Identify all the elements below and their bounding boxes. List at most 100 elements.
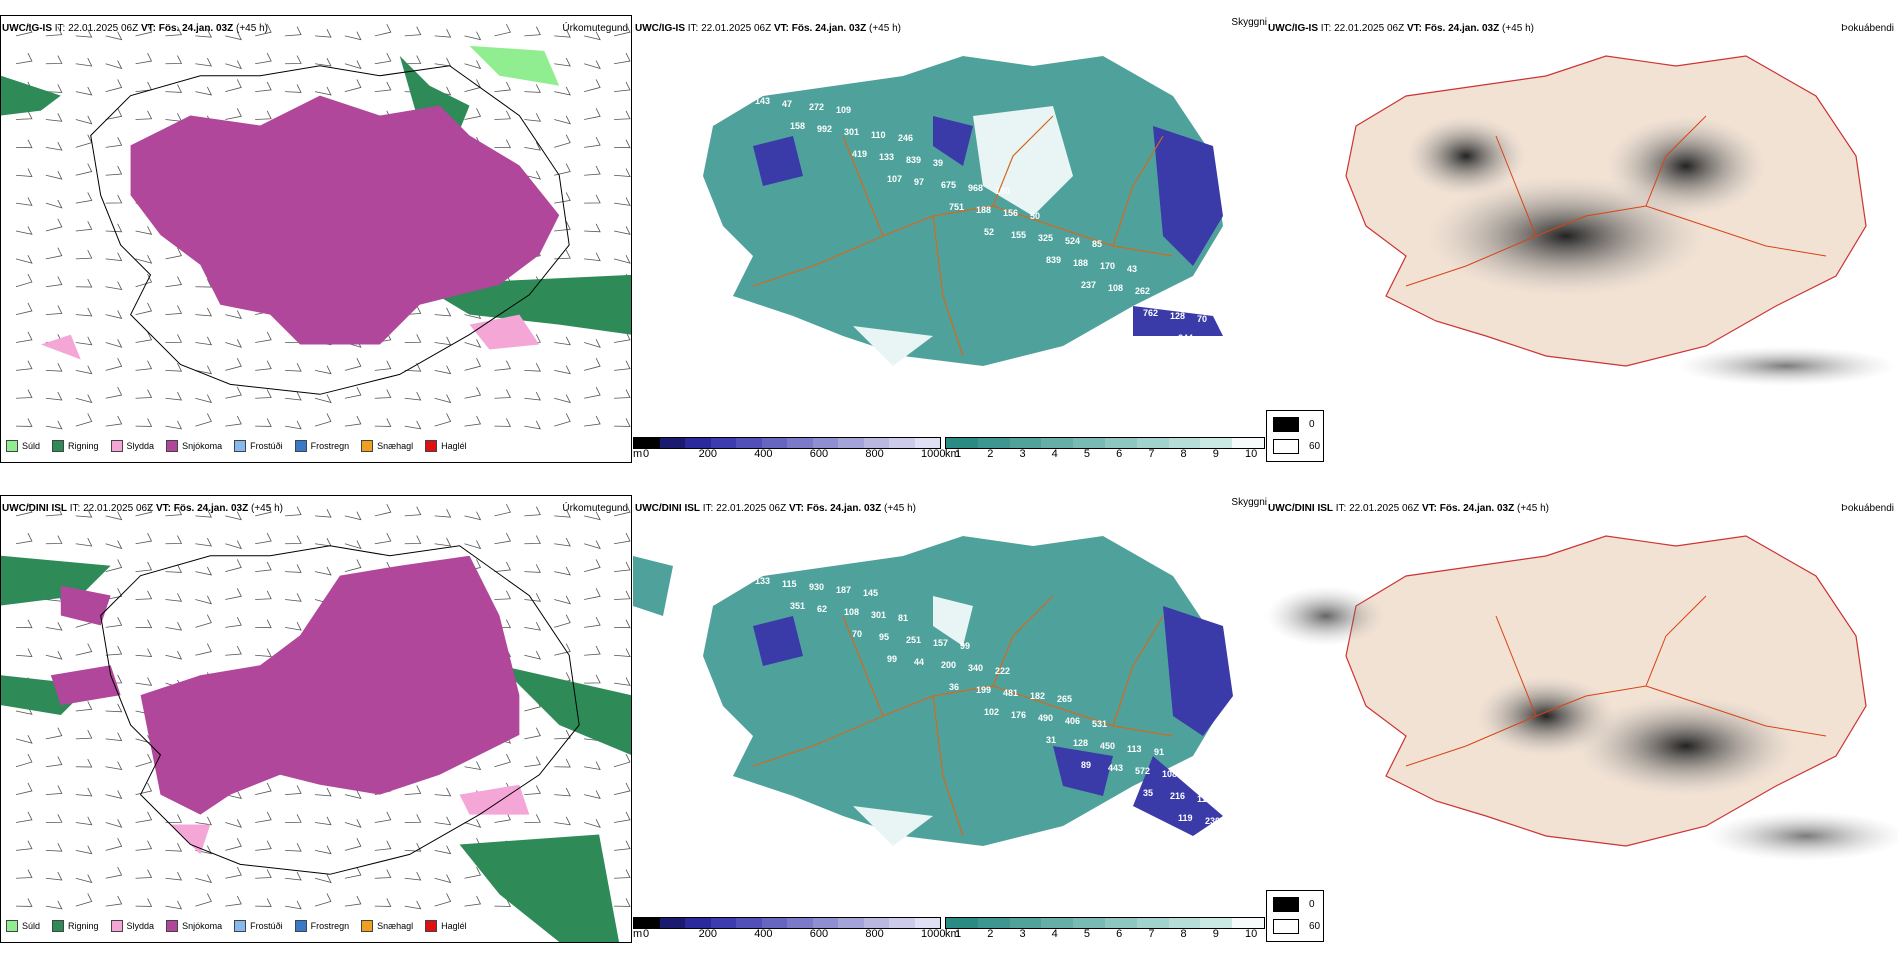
visibility-value-label: 246 <box>898 133 913 143</box>
wind-barb <box>344 358 362 371</box>
colorbar-tick: 9 <box>1212 448 1219 460</box>
wind-barb <box>75 893 93 907</box>
wind-barb <box>105 645 123 656</box>
panel-title: Þokuábendi <box>1841 23 1894 34</box>
wind-barb <box>135 273 153 288</box>
wind-barb <box>195 816 213 826</box>
wind-barb <box>45 276 63 288</box>
wind-barb <box>15 360 33 371</box>
wind-barb <box>165 391 183 401</box>
visibility-value-label: 992 <box>817 124 832 134</box>
wind-barb <box>75 250 93 260</box>
colorbar-segment <box>1041 438 1074 448</box>
wind-barb <box>344 511 362 521</box>
wind-barb <box>195 278 212 288</box>
visibility-value-label: 481 <box>1003 688 1018 698</box>
wind-barb <box>285 814 302 823</box>
colorbar-tick: 800 <box>865 928 884 940</box>
fog-legend-swatch-0 <box>1273 417 1299 432</box>
colorbar-unit: km <box>945 448 960 460</box>
wind-barb <box>314 566 332 576</box>
legend-label: Frostregn <box>310 921 350 931</box>
wind-barb <box>255 811 272 823</box>
fog-legend: 0 60 <box>1266 410 1324 462</box>
wind-barb <box>105 732 123 742</box>
colorbar-tick: 3 <box>1019 448 1026 460</box>
colorbar-segment <box>634 438 660 448</box>
wind-barb <box>15 753 33 768</box>
colorbar-tick: 3 <box>1019 928 1026 940</box>
colorbar-segment <box>1104 438 1137 448</box>
wind-barb <box>195 29 213 38</box>
wind-barb <box>135 840 153 851</box>
visibility-value-label: 839 <box>906 155 921 165</box>
wind-barb <box>15 734 33 744</box>
visibility-value-label: 92 <box>1189 772 1199 782</box>
wind-barb <box>15 418 33 427</box>
wind-barb <box>165 276 183 288</box>
colorbar-segment <box>977 918 1010 928</box>
wind-barb <box>105 281 123 291</box>
wind-barb <box>75 643 93 656</box>
wind-barb <box>614 869 631 879</box>
wind-barb <box>584 358 601 371</box>
wind-barb <box>464 339 482 348</box>
legend-label: Súld <box>22 441 41 451</box>
wind-barb <box>285 26 302 37</box>
wind-barb <box>135 389 153 399</box>
wind-barb <box>75 701 93 712</box>
visibility-value-label: 71 <box>774 77 784 87</box>
wind-barb <box>614 619 631 629</box>
wind-barb <box>75 509 93 518</box>
visibility-value-label: 397 <box>712 339 727 349</box>
fog-patch <box>1266 586 1386 646</box>
visibility-value-label: 52 <box>984 227 994 237</box>
wind-barb <box>105 60 123 70</box>
wind-barb <box>45 535 63 545</box>
wind-barb <box>75 336 93 346</box>
wind-barb <box>404 814 422 823</box>
wind-barb <box>255 331 272 343</box>
visibility-value-label: 156 <box>1003 208 1018 218</box>
coastline <box>90 65 570 395</box>
wind-barb <box>45 900 63 910</box>
wind-barb <box>225 645 242 656</box>
wind-barb <box>15 619 33 629</box>
wind-barb <box>195 336 213 346</box>
wind-barb <box>135 898 153 907</box>
wind-barb <box>344 31 362 41</box>
wind-barb <box>285 871 302 881</box>
legend-swatch <box>234 440 247 452</box>
colorbar-segment <box>787 438 813 448</box>
fog-panel-igis: UWC/IG-IS IT: 22.01.2025 06Z VT: Fös. 24… <box>1266 0 1898 480</box>
wind-barb <box>45 727 63 740</box>
legend-label: Haglél <box>441 921 467 931</box>
visibility-value-label: 110 <box>871 130 886 140</box>
colorbar-segment <box>1200 918 1233 928</box>
wind-barb <box>524 363 541 372</box>
wind-barb <box>285 564 302 573</box>
wind-barb <box>105 137 123 148</box>
colorbar-segment <box>889 438 915 448</box>
legend-label: Snæhagl <box>377 441 414 451</box>
visibility-value-label: 751 <box>949 202 964 212</box>
precip-legend: Súld Rigning Slydda Snjókoma Frostúði Frostre… <box>6 440 467 452</box>
colorbar-segment <box>685 918 711 928</box>
colorbar-tick: 9 <box>1212 928 1219 940</box>
precip-map <box>0 15 632 463</box>
colorbar-tick: 7 <box>1148 928 1155 940</box>
wind-barb <box>45 363 63 372</box>
visibility-value-label: 188 <box>766 825 781 835</box>
visibility-value-label: 91 <box>1154 747 1164 757</box>
fog-patch <box>1406 116 1526 196</box>
wind-barb <box>434 394 452 404</box>
wind-barb <box>374 869 392 879</box>
wind-barb <box>344 790 362 799</box>
wind-barb <box>285 84 302 93</box>
wind-barb <box>15 197 33 206</box>
wind-barb <box>75 163 93 176</box>
visibility-value-label: 239 <box>801 560 816 570</box>
wind-barb <box>135 302 153 316</box>
wind-barb <box>285 55 302 65</box>
wind-barb <box>584 674 601 684</box>
